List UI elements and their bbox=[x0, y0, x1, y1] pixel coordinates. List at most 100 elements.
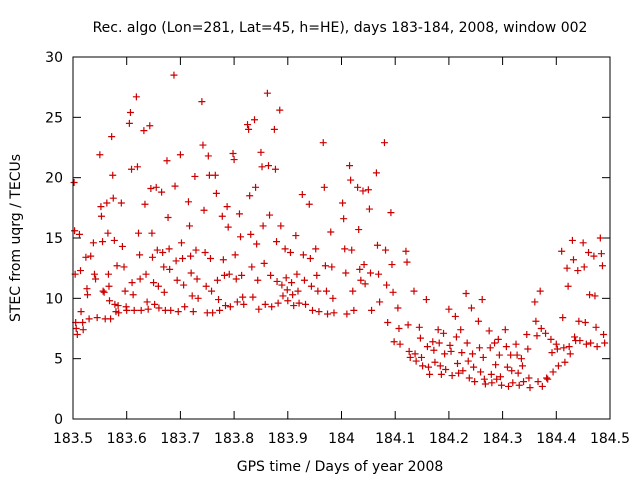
data-point bbox=[126, 109, 134, 117]
data-point bbox=[216, 306, 224, 314]
data-point bbox=[120, 263, 128, 271]
data-point bbox=[92, 275, 100, 283]
data-point bbox=[463, 339, 471, 347]
data-point bbox=[486, 344, 494, 352]
data-point bbox=[104, 229, 112, 237]
data-point bbox=[271, 165, 279, 173]
data-point bbox=[258, 163, 266, 171]
data-point bbox=[71, 227, 79, 235]
data-point bbox=[163, 157, 171, 165]
data-point bbox=[266, 211, 274, 219]
data-point bbox=[327, 228, 335, 236]
data-point bbox=[99, 238, 107, 246]
data-point bbox=[348, 246, 356, 254]
data-point bbox=[446, 341, 454, 349]
data-point bbox=[561, 358, 569, 366]
data-point bbox=[225, 270, 233, 278]
data-point bbox=[406, 353, 414, 361]
data-point bbox=[375, 270, 383, 278]
data-points bbox=[70, 71, 609, 392]
data-point bbox=[305, 200, 313, 208]
data-point bbox=[373, 241, 381, 249]
data-point bbox=[248, 263, 256, 271]
data-point bbox=[253, 240, 261, 248]
data-point bbox=[419, 362, 427, 370]
data-point bbox=[340, 215, 348, 223]
data-point bbox=[512, 340, 520, 348]
data-point bbox=[202, 282, 210, 290]
data-point bbox=[525, 374, 533, 382]
data-point bbox=[576, 337, 584, 345]
data-point bbox=[474, 317, 482, 325]
data-point bbox=[115, 309, 123, 317]
data-point bbox=[245, 125, 253, 133]
data-point bbox=[137, 306, 145, 314]
data-point bbox=[306, 255, 314, 263]
data-point bbox=[312, 245, 320, 253]
data-point bbox=[597, 250, 605, 258]
data-point bbox=[281, 245, 289, 253]
x-tick-label: 184.2 bbox=[429, 431, 469, 447]
data-point bbox=[104, 270, 112, 278]
data-point bbox=[140, 127, 148, 135]
chart-title: Rec. algo (Lon=281, Lat=45, h=HE), days … bbox=[93, 20, 588, 36]
data-point bbox=[164, 213, 172, 221]
data-point bbox=[395, 325, 403, 332]
data-point bbox=[383, 281, 391, 289]
data-point bbox=[274, 299, 282, 307]
data-point bbox=[235, 210, 243, 218]
data-point bbox=[302, 300, 310, 308]
data-point bbox=[160, 288, 168, 296]
data-point bbox=[436, 362, 444, 370]
data-point bbox=[372, 169, 380, 177]
data-point bbox=[148, 253, 156, 261]
data-point bbox=[423, 343, 431, 351]
data-point bbox=[151, 300, 159, 308]
data-point bbox=[246, 192, 254, 200]
data-point bbox=[187, 269, 195, 277]
data-point bbox=[282, 274, 290, 282]
data-point bbox=[520, 378, 528, 386]
data-point bbox=[83, 285, 91, 293]
data-point bbox=[464, 357, 472, 365]
data-point bbox=[229, 150, 237, 158]
data-point bbox=[198, 98, 206, 106]
data-point bbox=[569, 256, 577, 264]
data-point bbox=[459, 367, 467, 375]
data-point bbox=[231, 251, 239, 259]
data-point bbox=[123, 306, 131, 314]
data-point bbox=[536, 287, 544, 295]
data-point bbox=[244, 121, 252, 129]
data-point bbox=[581, 318, 589, 326]
data-point bbox=[368, 306, 376, 314]
data-point bbox=[523, 331, 531, 339]
data-point bbox=[590, 252, 598, 260]
data-point bbox=[485, 327, 493, 335]
data-point bbox=[547, 335, 555, 343]
data-point bbox=[554, 362, 562, 370]
data-point bbox=[471, 378, 479, 386]
x-tick-label: 183.8 bbox=[214, 431, 254, 447]
data-point bbox=[390, 338, 398, 346]
data-point bbox=[380, 139, 388, 147]
y-tick-label: 20 bbox=[45, 171, 63, 187]
data-point bbox=[158, 188, 166, 196]
data-point bbox=[223, 203, 231, 211]
x-tick-label: 184.4 bbox=[536, 431, 576, 447]
data-point bbox=[171, 182, 179, 190]
data-point bbox=[477, 368, 485, 376]
data-point bbox=[467, 304, 475, 312]
data-point bbox=[294, 287, 302, 295]
data-point bbox=[361, 280, 369, 288]
data-point bbox=[174, 308, 182, 316]
data-point bbox=[77, 308, 85, 316]
data-point bbox=[532, 317, 540, 325]
data-point bbox=[220, 271, 228, 279]
data-point bbox=[514, 369, 522, 377]
data-point bbox=[125, 119, 133, 127]
data-point bbox=[319, 139, 327, 147]
data-point bbox=[70, 178, 78, 186]
data-point bbox=[593, 343, 601, 351]
data-point bbox=[313, 271, 321, 279]
